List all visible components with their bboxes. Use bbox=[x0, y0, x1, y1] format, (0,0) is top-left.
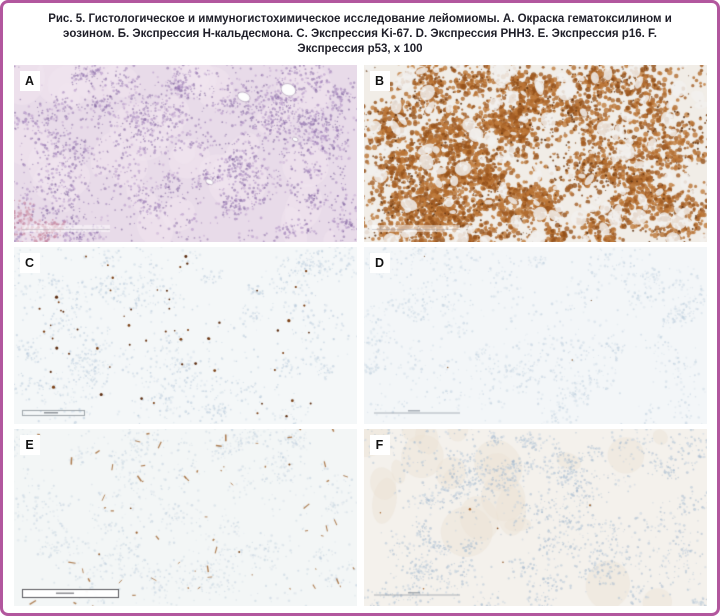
panel-label-c: C bbox=[19, 252, 40, 273]
panel-label-f: F bbox=[369, 434, 390, 455]
micrograph-panel-e: E bbox=[13, 428, 357, 606]
micrograph-panel-b: B bbox=[363, 64, 707, 242]
figure-caption: Рис. 5. Гистологическое и иммуногистохим… bbox=[48, 13, 672, 56]
micrograph-image-f bbox=[363, 428, 707, 606]
panel-label-a: A bbox=[19, 70, 40, 91]
micrograph-image-e bbox=[13, 428, 357, 606]
micrograph-panel-f: F bbox=[363, 428, 707, 606]
micrograph-panel-c: C bbox=[13, 246, 357, 424]
panel-label-e: E bbox=[19, 434, 40, 455]
micrograph-image-c bbox=[13, 246, 357, 424]
micrograph-image-d bbox=[363, 246, 707, 424]
micrograph-grid: A B C D E F bbox=[3, 64, 717, 606]
panel-label-d: D bbox=[369, 252, 390, 273]
micrograph-panel-a: A bbox=[13, 64, 357, 242]
micrograph-image-a bbox=[13, 64, 357, 242]
micrograph-image-b bbox=[363, 64, 707, 242]
panel-label-b: B bbox=[369, 70, 390, 91]
micrograph-panel-d: D bbox=[363, 246, 707, 424]
